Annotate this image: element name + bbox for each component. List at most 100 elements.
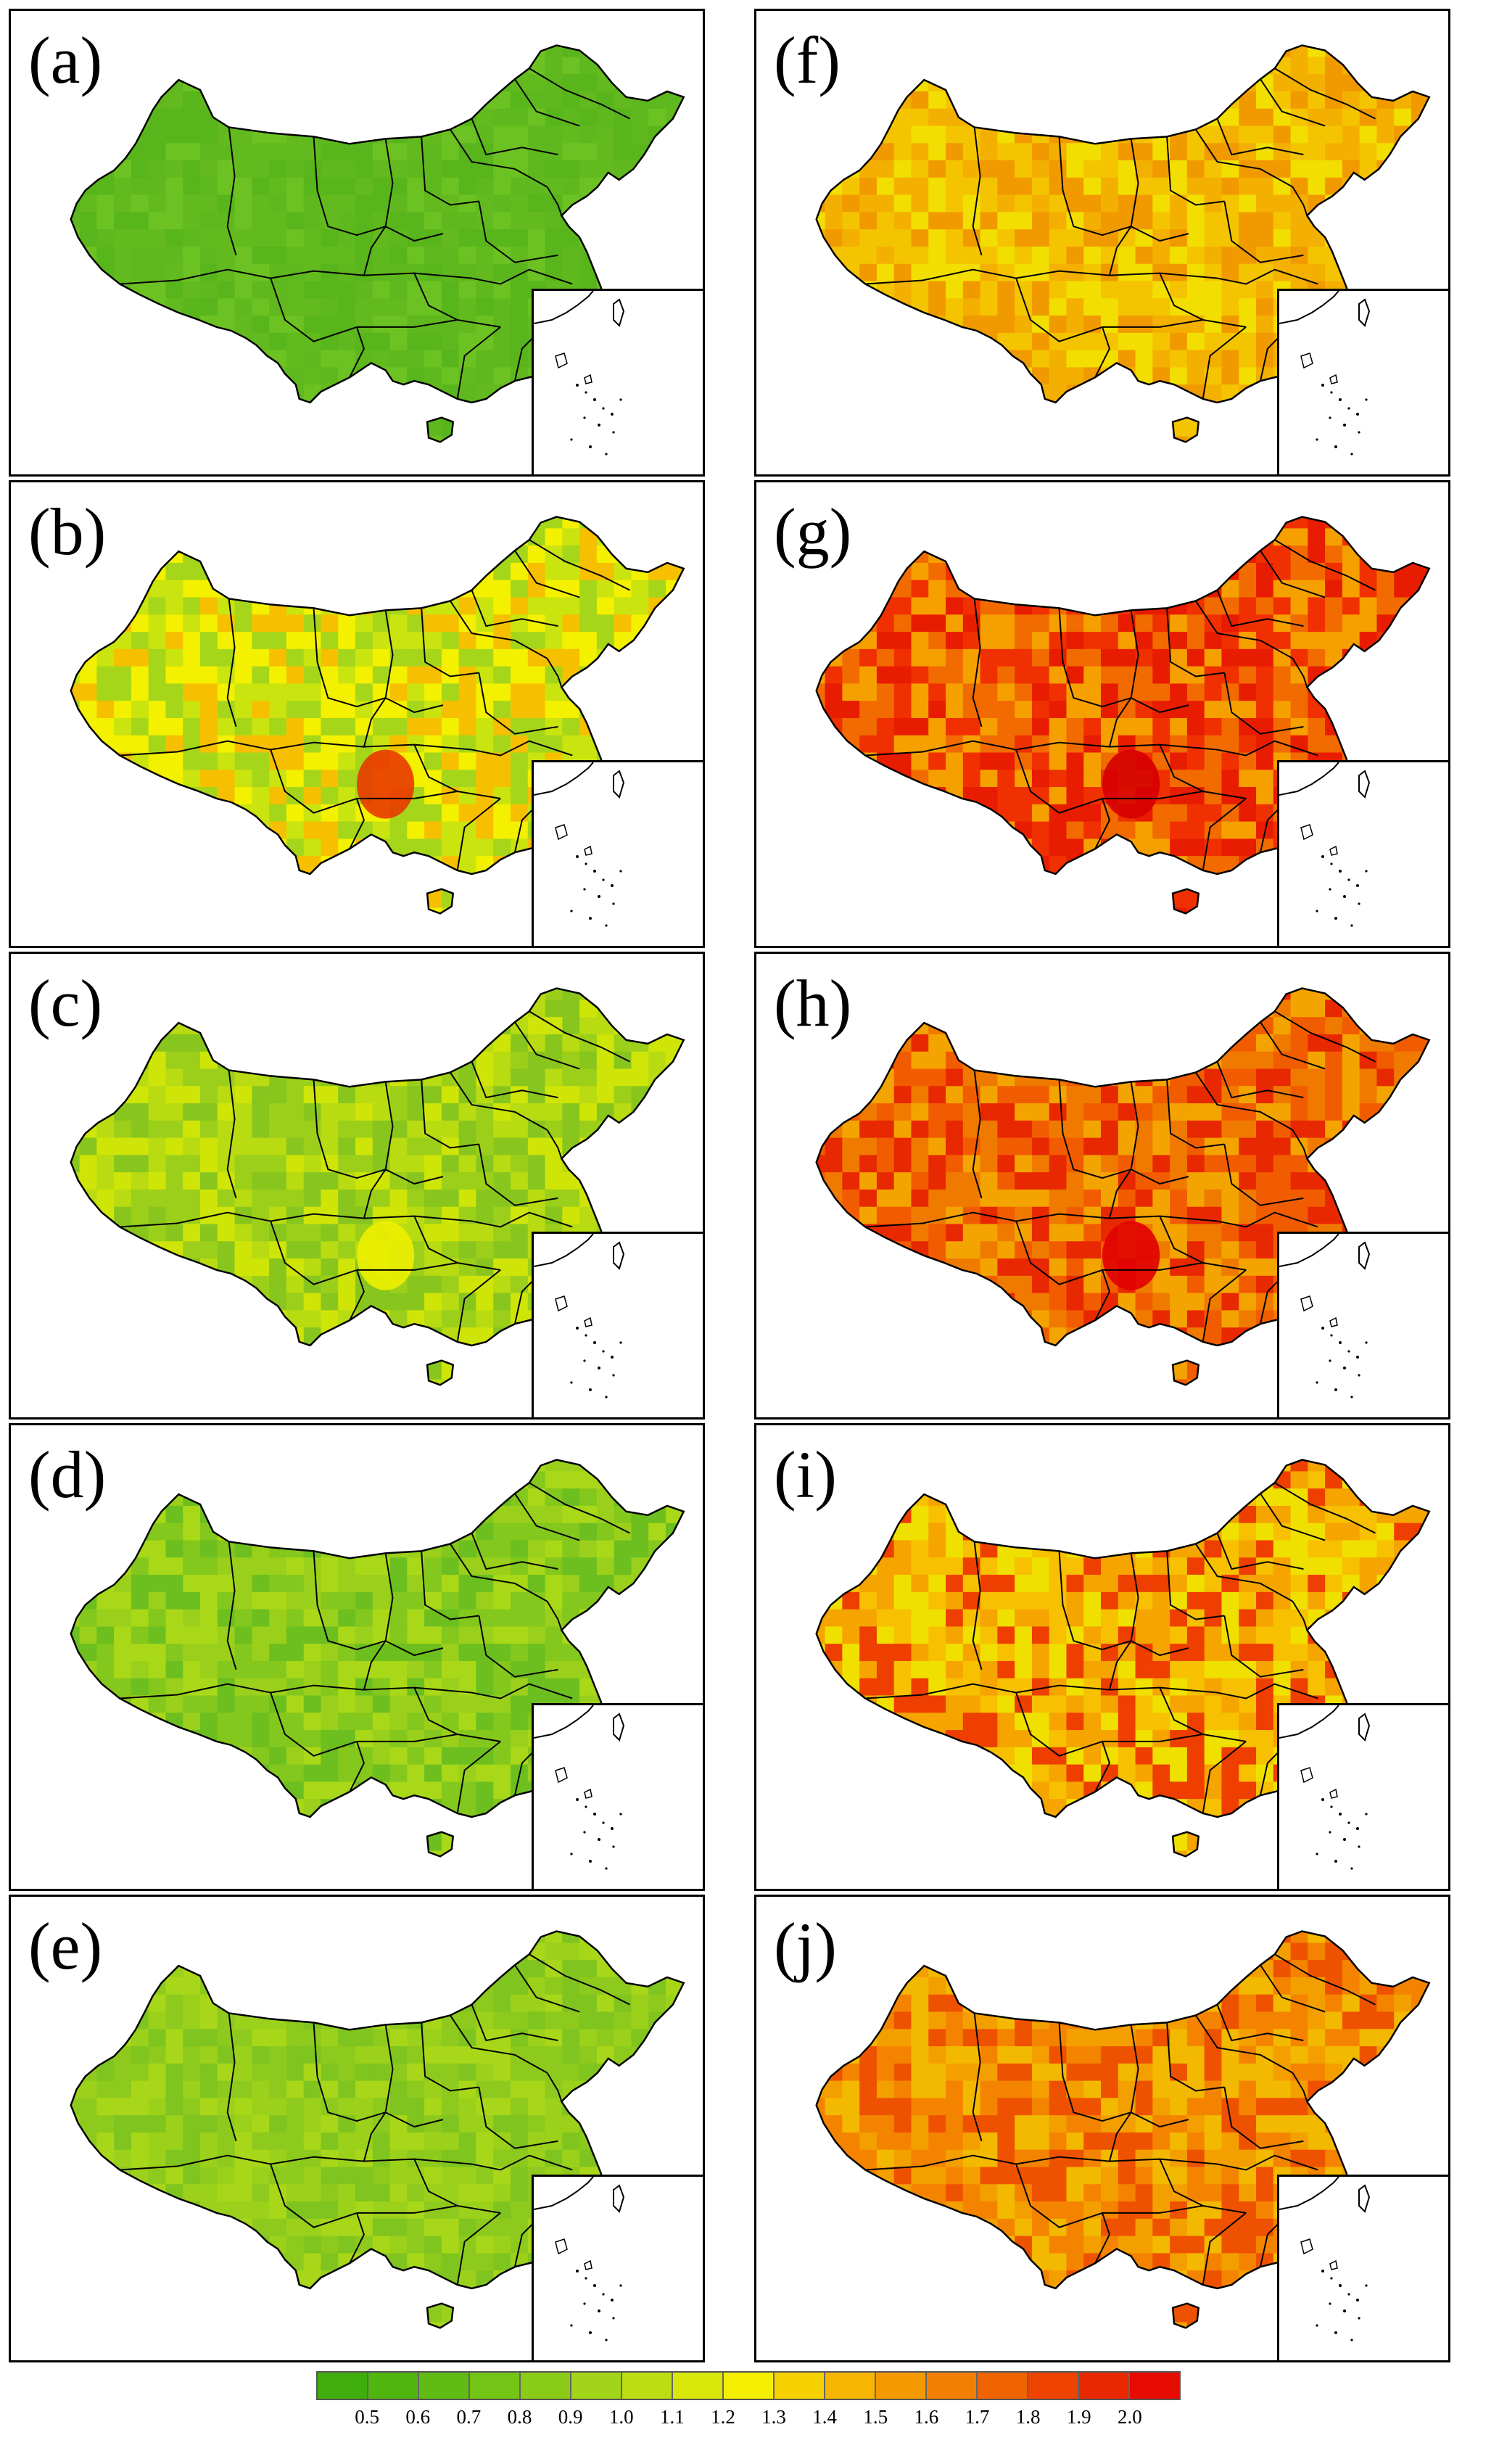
colorbar-tick-label: 0.5: [355, 2406, 379, 2428]
inset-map: [533, 762, 625, 927]
colorbar-swatch: [419, 2373, 470, 2399]
map-panel-a: (a): [9, 9, 705, 477]
map-panel-f: (f): [754, 9, 1450, 477]
inset-map: [533, 290, 625, 456]
south-china-sea-inset: [532, 289, 703, 474]
colorbar-tick-label: 1.3: [761, 2406, 786, 2428]
south-china-sea-inset: [1277, 1232, 1448, 1417]
colorbar-tick-label: 1.2: [711, 2406, 735, 2428]
colorbar-swatch: [724, 2373, 775, 2399]
colorbar-tick-label: 1.1: [659, 2406, 685, 2428]
inset-map: [533, 1705, 625, 1870]
hainan-outline: [426, 1831, 455, 1858]
colorbar-swatches: [316, 2371, 1181, 2400]
colorbar-swatch: [571, 2373, 622, 2399]
panel-label: (d): [28, 1438, 107, 1512]
china-map-i: [815, 1459, 1431, 1858]
province-borders: [865, 1010, 1376, 1343]
province-borders: [865, 1953, 1376, 2286]
panel-label: (i): [774, 1438, 837, 1512]
colorbar-tick-labels: 0.5 0.6 0.7 0.8 0.9 1.0 1.1 1.2 1.3 1.4 1.5 1.6 1.7 1…: [316, 2406, 1181, 2435]
province-borders: [120, 1482, 630, 1814]
panel-label: (j): [774, 1909, 837, 1983]
hainan-outline: [1171, 1831, 1200, 1858]
south-china-sea-inset: [532, 1703, 703, 1889]
hainan-outline: [1171, 888, 1200, 915]
south-china-sea-inset: [532, 760, 703, 946]
province-borders: [120, 1010, 630, 1343]
south-china-sea-inset: [1277, 289, 1448, 474]
colorbar-tick-label: 1.9: [1066, 2406, 1091, 2428]
south-china-sea-inset: [1277, 760, 1448, 946]
colorbar-swatch: [825, 2373, 876, 2399]
colorbar-swatch: [978, 2373, 1028, 2399]
colorbar-tick-label: 1.8: [1015, 2406, 1041, 2428]
colorbar-tick-label: 1.5: [863, 2406, 888, 2428]
panel-label: (f): [774, 23, 841, 97]
map-panel-e: (e): [9, 1895, 705, 2362]
province-borders: [865, 539, 1376, 871]
hainan-outline: [426, 888, 455, 915]
south-china-sea-inset: [1277, 2175, 1448, 2360]
inset-map: [1279, 762, 1371, 927]
colorbar-tick-label: 1.4: [812, 2406, 838, 2428]
colorbar-swatch: [876, 2373, 927, 2399]
colorbar-tick-label: 0.6: [405, 2406, 431, 2428]
colorbar-swatch: [622, 2373, 673, 2399]
panel-label: (a): [28, 23, 103, 97]
panel-label: (g): [774, 495, 852, 569]
inset-map: [533, 2176, 625, 2341]
inset-map: [1279, 1233, 1371, 1398]
hainan-outline: [1171, 2302, 1200, 2329]
colorbar-swatch: [673, 2373, 724, 2399]
panel-label: (c): [28, 966, 103, 1040]
map-panel-d: (d): [9, 1423, 705, 1891]
map-panel-j: (j): [754, 1895, 1450, 2362]
inset-map: [1279, 290, 1371, 456]
south-china-sea-inset: [532, 1232, 703, 1417]
hotspot: [357, 749, 415, 819]
inset-map: [1279, 1705, 1371, 1870]
hainan-outline: [426, 1359, 455, 1386]
colorbar-tick-label: 0.9: [558, 2406, 583, 2428]
hainan-outline: [1171, 1359, 1200, 1386]
inset-map: [1279, 2176, 1371, 2341]
hotspot: [1102, 1221, 1160, 1290]
colorbar-tick-label: 1.0: [608, 2406, 634, 2428]
hainan-outline: [426, 2302, 455, 2329]
south-china-sea-inset: [532, 2175, 703, 2360]
south-china-sea-inset: [1277, 1703, 1448, 1889]
colorbar-swatch: [1130, 2373, 1179, 2399]
province-borders: [120, 67, 630, 400]
panel-label: (b): [28, 495, 107, 569]
panel-label: (h): [774, 966, 852, 1040]
colorbar-tick-label: 2.0: [1118, 2406, 1142, 2428]
map-panel-i: (i): [754, 1423, 1450, 1891]
colorbar-swatch: [1028, 2373, 1079, 2399]
colorbar-swatch: [927, 2373, 978, 2399]
colorbar-legend: 0.5 0.6 0.7 0.8 0.9 1.0 1.1 1.2 1.3 1.4 1.5 1.6 1.7 1…: [316, 2371, 1181, 2452]
colorbar-swatch: [368, 2373, 419, 2399]
colorbar-tick-label: 0.7: [456, 2406, 482, 2428]
hotspot: [357, 1221, 415, 1290]
province-borders: [865, 1482, 1376, 1814]
inset-map: [533, 1233, 625, 1398]
map-panel-c: (c): [9, 952, 705, 1420]
china-map-f: [815, 44, 1431, 443]
colorbar-swatch: [318, 2373, 368, 2399]
colorbar-tick-label: 0.8: [507, 2406, 532, 2428]
hainan-outline: [426, 416, 455, 443]
china-map-j: [815, 1930, 1431, 2329]
map-panel-h: (h): [754, 952, 1450, 1420]
colorbar-swatch: [470, 2373, 521, 2399]
hainan-outline: [1171, 416, 1200, 443]
colorbar-tick-label: 1.6: [914, 2406, 939, 2428]
colorbar-swatch: [775, 2373, 825, 2399]
panel-label: (e): [28, 1909, 103, 1983]
colorbar-swatch: [521, 2373, 571, 2399]
province-borders: [120, 539, 630, 871]
china-map-b: [70, 516, 685, 915]
colorbar-swatch: [1079, 2373, 1130, 2399]
hotspot: [1102, 749, 1160, 819]
map-panel-g: (g): [754, 480, 1450, 948]
